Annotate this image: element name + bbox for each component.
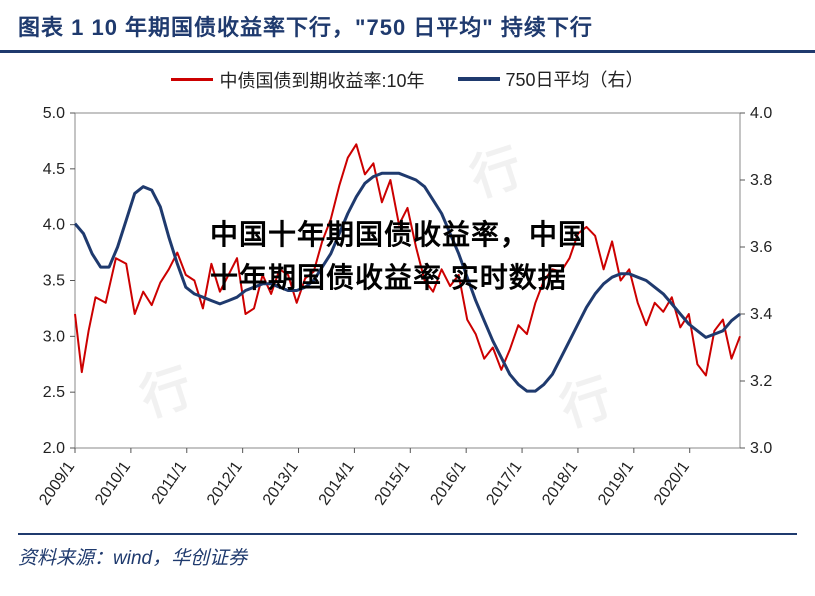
svg-text:3.0: 3.0 [43,328,65,345]
source-text: 资料来源：wind，华创证券 [18,543,797,570]
svg-text:4.5: 4.5 [43,161,65,178]
legend-item-red: 中债国债到期收益率:10年 [171,67,424,93]
svg-text:2020/1: 2020/1 [651,458,693,508]
chart-svg: 2.0 2.5 3.0 3.5 4.0 4.5 5.0 3.0 3.2 3.4 3.6 3.8 4.0 2… [20,63,795,533]
svg-text:2015/1: 2015/1 [372,458,414,508]
legend-label-red: 中债国债到期收益率:10年 [219,67,424,93]
svg-text:3.0: 3.0 [750,440,772,457]
svg-text:3.4: 3.4 [750,306,772,323]
svg-text:2018/1: 2018/1 [539,458,581,508]
source-bar: 资料来源：wind，华创证券 [18,533,797,570]
svg-text:3.8: 3.8 [750,172,772,189]
svg-text:3.6: 3.6 [750,239,772,256]
legend-swatch-red [171,78,213,81]
svg-text:2.5: 2.5 [43,384,65,401]
legend-label-navy: 750日平均（右） [506,66,644,92]
svg-text:2017/1: 2017/1 [483,458,525,508]
chart-area: 中债国债到期收益率:10年 750日平均（右） 2.0 2.5 3.0 3.5 4.0 4… [0,53,815,533]
legend-item-navy: 750日平均（右） [458,66,644,92]
svg-text:2014/1: 2014/1 [316,458,358,508]
legend-swatch-navy [458,77,500,81]
svg-text:3.2: 3.2 [750,373,772,390]
chart-title: 图表 1 10 年期国债收益率下行，"750 日平均" 持续下行 [18,10,797,42]
legend: 中债国债到期收益率:10年 750日平均（右） [0,65,815,93]
svg-text:4.0: 4.0 [750,105,772,122]
svg-text:2012/1: 2012/1 [204,458,246,508]
svg-text:5.0: 5.0 [43,105,65,122]
svg-text:2.0: 2.0 [43,440,65,457]
svg-text:2016/1: 2016/1 [427,458,469,508]
chart-title-bar: 图表 1 10 年期国债收益率下行，"750 日平均" 持续下行 [0,0,815,53]
svg-text:3.5: 3.5 [43,273,65,290]
svg-text:2019/1: 2019/1 [595,458,637,508]
svg-text:2009/1: 2009/1 [36,458,78,508]
svg-text:2011/1: 2011/1 [149,458,190,507]
svg-text:4.0: 4.0 [43,217,65,234]
svg-text:2010/1: 2010/1 [92,458,134,508]
svg-text:2013/1: 2013/1 [260,458,302,508]
